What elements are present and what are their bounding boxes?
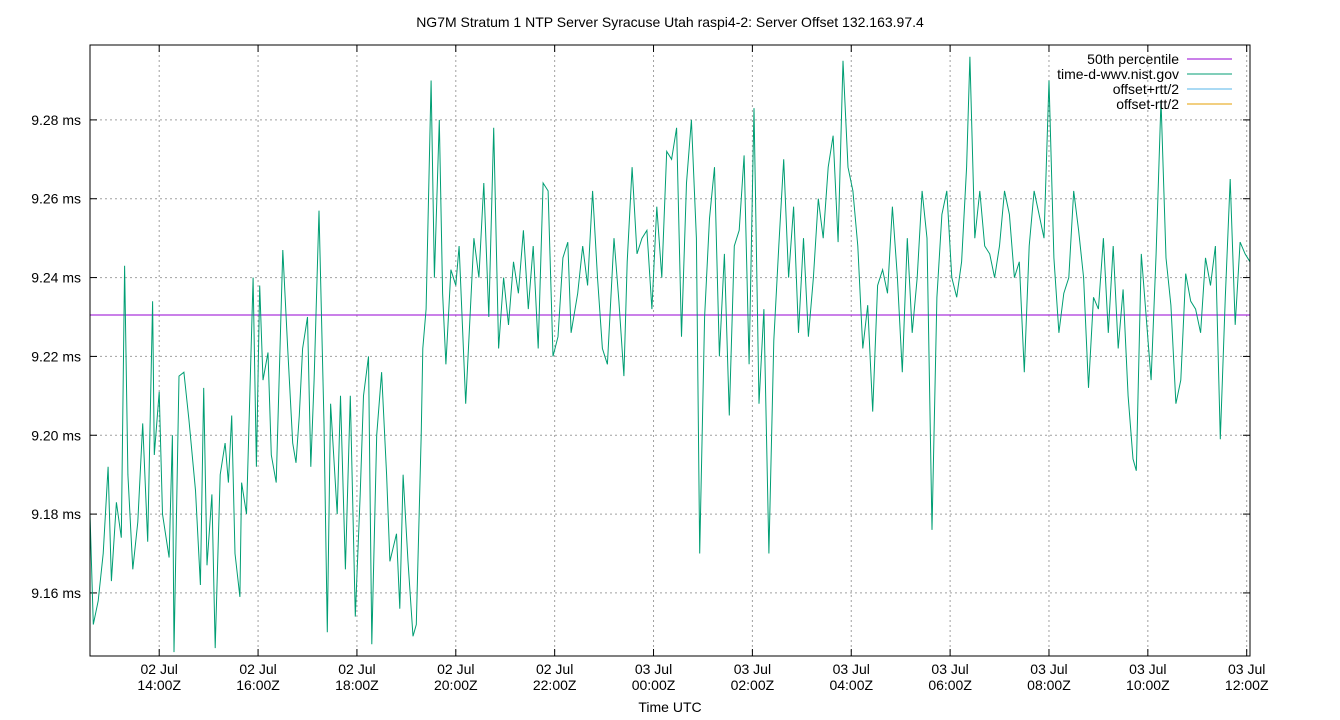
y-tick-label: 9.24 ms [31,270,81,286]
x-tick-label-date: 02 Jul [437,661,474,677]
x-tick-label-time: 08:00Z [1027,677,1071,693]
x-tick-label-date: 03 Jul [833,661,870,677]
x-tick-label-date: 02 Jul [338,661,375,677]
x-tick-label-time: 14:00Z [137,677,181,693]
chart-title: NG7M Stratum 1 NTP Server Syracuse Utah … [416,14,924,30]
y-tick-label: 9.22 ms [31,348,81,364]
x-tick-label-time: 00:00Z [632,677,676,693]
x-axis-label: Time UTC [638,699,701,715]
series-line-time-d-wwv [89,56,1251,653]
y-tick-label: 9.16 ms [31,585,81,601]
plot-border [89,44,1251,657]
x-tick-label-date: 02 Jul [536,661,573,677]
x-tick-label-date: 02 Jul [239,661,276,677]
y-tick-label: 9.20 ms [31,427,81,443]
y-tick-label: 9.28 ms [31,112,81,128]
series-layer [89,56,1251,653]
x-tick-label-time: 12:00Z [1225,677,1269,693]
y-tick-label: 9.18 ms [31,506,81,522]
grid-lines [90,45,1250,656]
x-tick-label-time: 04:00Z [829,677,873,693]
x-tick-label-time: 10:00Z [1126,677,1170,693]
x-tick-label-date: 03 Jul [734,661,771,677]
x-tick-label-date: 03 Jul [1228,661,1265,677]
x-tick-label-time: 20:00Z [434,677,478,693]
x-tick-label-date: 03 Jul [1030,661,1067,677]
x-tick-label-time: 06:00Z [928,677,972,693]
y-axis: 9.16 ms 9.18 ms 9.20 ms 9.22 ms 9.24 ms 9.26 … [31,112,1250,601]
legend-label: time-d-wwv.nist.gov [1057,66,1179,82]
x-tick-label-time: 18:00Z [335,677,379,693]
x-tick-label-time: 22:00Z [533,677,577,693]
x-tick-label-time: 02:00Z [731,677,775,693]
x-tick-label-date: 02 Jul [141,661,178,677]
legend-label: 50th percentile [1087,51,1179,67]
legend: 50th percentiletime-d-wwv.nist.govoffset… [1057,51,1232,112]
legend-label: offset+rtt/2 [1113,81,1179,97]
x-tick-label-date: 03 Jul [1129,661,1166,677]
y-tick-label: 9.26 ms [31,191,81,207]
legend-label: offset-rtt/2 [1116,96,1179,112]
x-tick-label-time: 16:00Z [236,677,280,693]
x-tick-label-date: 03 Jul [931,661,968,677]
x-tick-label-date: 03 Jul [635,661,672,677]
